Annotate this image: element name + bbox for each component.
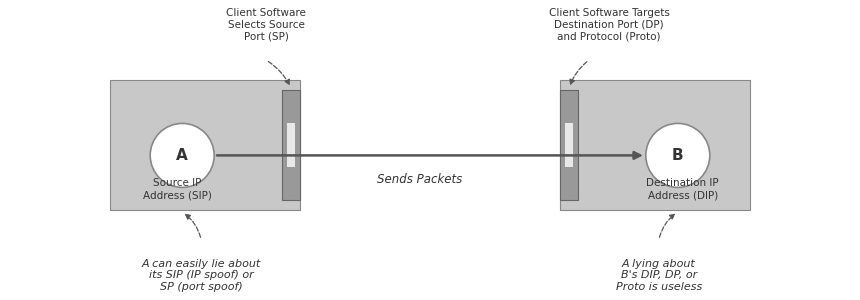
Text: Source IP
Address (SIP): Source IP Address (SIP): [143, 178, 212, 200]
Text: Sends Packets: Sends Packets: [378, 173, 463, 186]
FancyBboxPatch shape: [565, 123, 573, 167]
FancyBboxPatch shape: [287, 123, 295, 167]
Text: A lying about
B's DIP, DP, or
Proto is useless: A lying about B's DIP, DP, or Proto is u…: [616, 259, 702, 292]
Text: A can easily lie about
its SIP (IP spoof) or
SP (port spoof): A can easily lie about its SIP (IP spoof…: [142, 259, 261, 292]
FancyBboxPatch shape: [560, 90, 578, 200]
FancyBboxPatch shape: [560, 80, 750, 210]
Circle shape: [646, 123, 710, 188]
Text: Client Software Targets
Destination Port (DP)
and Protocol (Proto): Client Software Targets Destination Port…: [549, 8, 669, 41]
Text: A: A: [176, 148, 188, 163]
Text: B: B: [672, 148, 684, 163]
Text: Client Software
Selects Source
Port (SP): Client Software Selects Source Port (SP): [226, 8, 306, 41]
Circle shape: [150, 123, 214, 188]
FancyBboxPatch shape: [282, 90, 300, 200]
Text: Destination IP
Address (DIP): Destination IP Address (DIP): [647, 178, 719, 200]
FancyBboxPatch shape: [110, 80, 300, 210]
